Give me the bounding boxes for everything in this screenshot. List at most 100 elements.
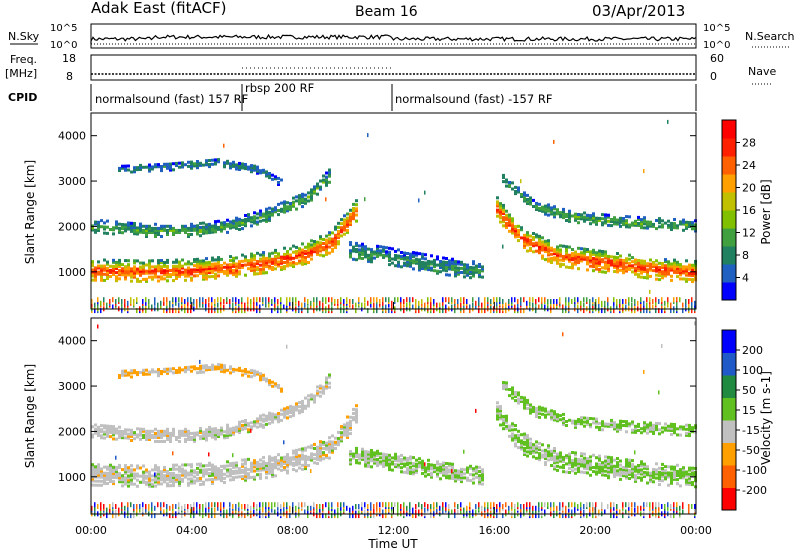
range-gate-cell [595, 263, 598, 267]
ground-scatter-cell [316, 300, 318, 306]
range-gate-cell [631, 266, 634, 270]
range-gate-cell [304, 454, 307, 458]
range-gate-cell [157, 478, 160, 482]
range-gate-cell [601, 252, 604, 256]
range-gate-cell [355, 420, 358, 424]
range-gate-cell [223, 265, 226, 269]
range-gate-cell [157, 476, 160, 480]
range-gate-cell [448, 259, 451, 263]
range-gate-cell [235, 222, 238, 226]
range-gate-cell [634, 219, 637, 223]
range-gate-cell [100, 272, 103, 276]
range-gate-cell [142, 436, 145, 439]
range-gate-cell [310, 446, 313, 450]
range-gate-cell [139, 226, 142, 230]
range-gate-cell [352, 452, 355, 456]
range-gate-cell [226, 159, 229, 163]
range-gate-cell [661, 219, 664, 223]
ground-scatter-cell [259, 509, 261, 515]
ground-scatter-cell [457, 299, 459, 304]
range-gate-cell [316, 453, 319, 457]
range-gate-cell [619, 264, 622, 268]
ground-scatter-cell [601, 300, 603, 306]
range-gate-cell [202, 366, 205, 370]
range-gate-cell [517, 429, 520, 433]
range-gate-cell [358, 457, 361, 461]
ground-scatter-cell [106, 302, 108, 308]
range-gate-cell [301, 447, 304, 451]
range-gate-cell [166, 271, 169, 275]
range-gate-cell [154, 269, 157, 273]
ground-scatter-cell [196, 299, 198, 304]
range-gate-cell [655, 277, 658, 281]
range-gate-cell [541, 207, 544, 211]
range-gate-cell [502, 415, 505, 418]
range-gate-cell [163, 431, 166, 435]
range-gate-cell [148, 484, 151, 488]
range-gate-cell [109, 463, 112, 467]
range-gate-cell [325, 252, 328, 256]
range-gate-cell [316, 182, 319, 186]
range-gate-cell [151, 277, 154, 281]
range-gate-cell [226, 474, 229, 478]
range-gate-cell [244, 372, 247, 376]
range-gate-cell [364, 255, 367, 259]
range-gate-cell [607, 267, 610, 271]
range-gate-cell [454, 266, 457, 270]
range-gate-cell [388, 466, 391, 470]
range-gate-cell [274, 474, 277, 478]
range-gate-cell [232, 221, 235, 225]
range-gate-cell [310, 251, 313, 255]
range-gate-cell [289, 460, 292, 464]
range-gate-cell [442, 262, 445, 266]
range-gate-cell [310, 456, 313, 460]
range-gate-cell [100, 434, 103, 438]
range-gate-cell [202, 259, 205, 263]
range-gate-cell [322, 447, 325, 450]
range-gate-cell [505, 213, 508, 217]
range-gate-cell [265, 258, 268, 262]
range-gate-cell [340, 218, 343, 222]
range-gate-cell [253, 166, 256, 170]
range-gate-cell [166, 476, 169, 480]
range-gate-cell [217, 467, 220, 471]
range-gate-cell [229, 462, 232, 466]
range-gate-cell [106, 477, 109, 481]
range-gate-cell [259, 169, 262, 173]
range-gate-cell [268, 465, 271, 469]
range-gate-cell [199, 462, 202, 466]
range-gate-cell [142, 372, 145, 376]
range-gate-cell [286, 463, 289, 467]
range-gate-cell [517, 446, 520, 450]
range-gate-cell [649, 258, 652, 262]
range-gate-cell [616, 256, 619, 260]
range-gate-cell [463, 265, 466, 269]
range-gate-cell [454, 473, 457, 477]
range-gate-cell [118, 425, 121, 429]
ground-scatter-cell [349, 513, 351, 519]
range-gate-cell [124, 371, 127, 375]
range-gate-cell [157, 433, 160, 437]
range-gate-cell [259, 466, 262, 470]
range-gate-cell [646, 274, 649, 278]
range-gate-cell [535, 411, 538, 414]
range-gate-cell [676, 271, 679, 275]
range-gate-cell [130, 170, 133, 174]
range-gate-cell [244, 472, 247, 476]
range-gate-cell [148, 267, 151, 271]
range-gate-cell [172, 473, 175, 477]
range-gate-cell [505, 414, 508, 418]
range-gate-cell [349, 214, 352, 218]
range-gate-cell [109, 426, 112, 430]
range-gate-cell [679, 220, 682, 224]
range-gate-cell [145, 231, 148, 234]
range-gate-cell [154, 480, 157, 484]
range-gate-cell [628, 223, 631, 227]
ground-scatter-cell [154, 513, 156, 519]
range-gate-cell [100, 274, 103, 278]
range-gate-cell [124, 166, 127, 170]
range-gate-cell [265, 422, 268, 426]
range-gate-cell [100, 266, 103, 270]
range-gate-cell [568, 253, 571, 257]
range-gate-cell [271, 416, 274, 420]
